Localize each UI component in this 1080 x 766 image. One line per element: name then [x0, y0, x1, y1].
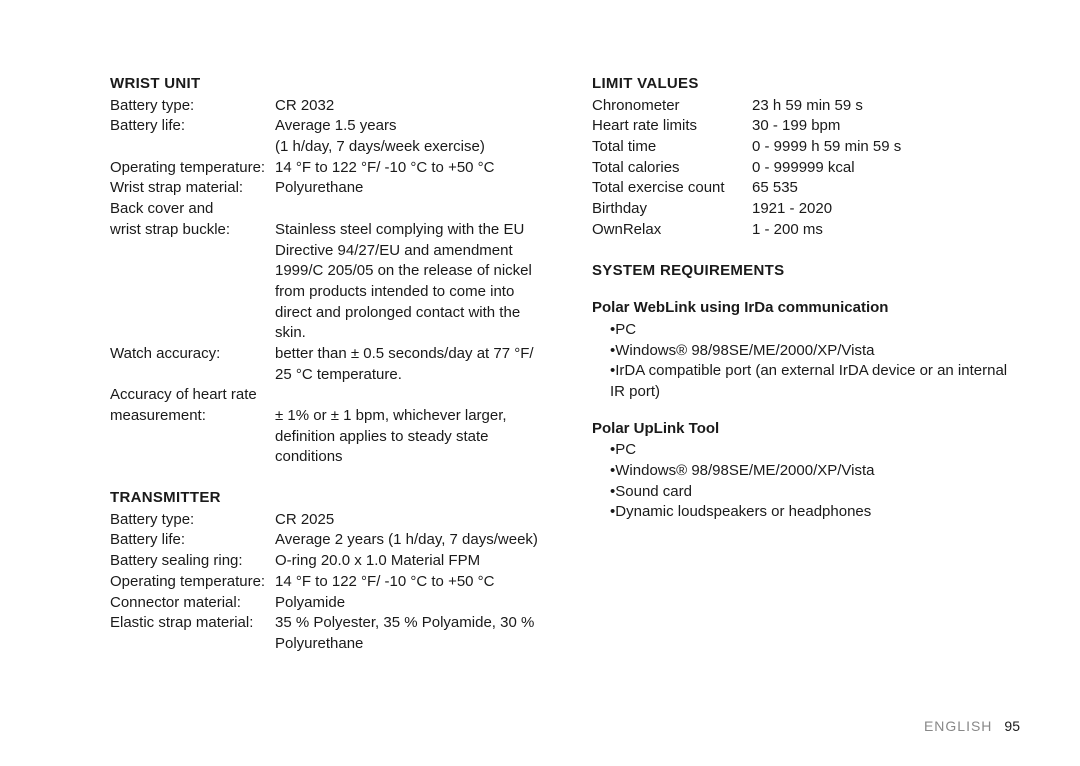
spec-value: Polyurethane	[275, 178, 538, 199]
spec-value: Average 1.5 years (1 h/day, 7 days/week …	[275, 116, 538, 157]
spec-row: Total calories0 - 999999 kcal	[592, 158, 1020, 179]
spec-value: 30 - 199 bpm	[752, 116, 1020, 137]
uplink-subtitle: Polar UpLink Tool	[592, 419, 1020, 440]
spec-label: Accuracy of heart rate measurement:	[110, 385, 275, 468]
spec-value: 14 °F to 122 °F/ -10 °C to +50 °C	[275, 572, 538, 593]
list-item: Sound card	[592, 482, 1020, 503]
spec-label: Connector material:	[110, 593, 275, 614]
spec-row: OwnRelax1 - 200 ms	[592, 220, 1020, 241]
spec-label: Battery type:	[110, 96, 275, 117]
spec-row: Chronometer23 h 59 min 59 s	[592, 96, 1020, 117]
spec-value: O-ring 20.0 x 1.0 Material FPM	[275, 551, 538, 572]
page-footer: ENGLISH 95	[924, 717, 1020, 736]
list-item: Dynamic loudspeakers or headphones	[592, 502, 1020, 523]
list-item: PC	[592, 320, 1020, 341]
limit-values-specs: Chronometer23 h 59 min 59 sHeart rate li…	[592, 96, 1020, 241]
spec-row: Heart rate limits30 - 199 bpm	[592, 116, 1020, 137]
uplink-list: PCWindows® 98/98SE/ME/2000/XP/VistaSound…	[592, 440, 1020, 523]
spec-value: CR 2032	[275, 96, 538, 117]
spec-label: Heart rate limits	[592, 116, 752, 137]
spec-row: Watch accuracy:better than ± 0.5 seconds…	[110, 344, 538, 385]
spec-label: Watch accuracy:	[110, 344, 275, 385]
spec-label: Battery sealing ring:	[110, 551, 275, 572]
spec-value: 1 - 200 ms	[752, 220, 1020, 241]
spec-value: better than ± 0.5 seconds/day at 77 °F/ …	[275, 344, 538, 385]
spec-row: Battery life:Average 1.5 years (1 h/day,…	[110, 116, 538, 157]
left-column: WRIST UNIT Battery type:CR 2032Battery l…	[110, 74, 538, 655]
spec-row: Battery type:CR 2025	[110, 510, 538, 531]
spec-label: Back cover and wrist strap buckle:	[110, 199, 275, 344]
spec-value: CR 2025	[275, 510, 538, 531]
spec-label: Wrist strap material:	[110, 178, 275, 199]
spec-label: Operating temperature:	[110, 158, 275, 179]
list-item: Windows® 98/98SE/ME/2000/XP/Vista	[592, 341, 1020, 362]
spec-row: Wrist strap material:Polyurethane	[110, 178, 538, 199]
spec-label: Total time	[592, 137, 752, 158]
right-column: LIMIT VALUES Chronometer23 h 59 min 59 s…	[592, 74, 1020, 655]
spec-label: Chronometer	[592, 96, 752, 117]
spec-label: Battery life:	[110, 116, 275, 157]
weblink-list: PCWindows® 98/98SE/ME/2000/XP/VistaIrDA …	[592, 320, 1020, 403]
list-item: IrDA compatible port (an external IrDA d…	[592, 361, 1020, 402]
spec-label: OwnRelax	[592, 220, 752, 241]
spec-row: Operating temperature:14 °F to 122 °F/ -…	[110, 572, 538, 593]
spec-row: Battery type:CR 2032	[110, 96, 538, 117]
spec-value: Polyamide	[275, 593, 538, 614]
spec-value: 65 535	[752, 178, 1020, 199]
spec-value: Average 2 years (1 h/day, 7 days/week)	[275, 530, 538, 551]
spec-row: Total time0 - 9999 h 59 min 59 s	[592, 137, 1020, 158]
spec-row: Elastic strap material:35 % Polyester, 3…	[110, 613, 538, 654]
spec-row: Connector material:Polyamide	[110, 593, 538, 614]
spec-row: Operating temperature:14 °F to 122 °F/ -…	[110, 158, 538, 179]
wrist-unit-specs: Battery type:CR 2032Battery life:Average…	[110, 96, 538, 468]
system-requirements-title: SYSTEM REQUIREMENTS	[592, 261, 1020, 282]
spec-label: Total calories	[592, 158, 752, 179]
spec-row: Birthday1921 - 2020	[592, 199, 1020, 220]
list-item: PC	[592, 440, 1020, 461]
spec-value: 0 - 9999 h 59 min 59 s	[752, 137, 1020, 158]
spec-label: Total exercise count	[592, 178, 752, 199]
spec-value: 1921 - 2020	[752, 199, 1020, 220]
spec-label: Birthday	[592, 199, 752, 220]
list-item: Windows® 98/98SE/ME/2000/XP/Vista	[592, 461, 1020, 482]
spec-label: Operating temperature:	[110, 572, 275, 593]
spec-row: Accuracy of heart rate measurement: ± 1%…	[110, 385, 538, 468]
spec-value: 0 - 999999 kcal	[752, 158, 1020, 179]
wrist-unit-title: WRIST UNIT	[110, 74, 538, 95]
transmitter-title: TRANSMITTER	[110, 488, 538, 509]
spec-row: Back cover and wrist strap buckle: Stain…	[110, 199, 538, 344]
spec-value: ± 1% or ± 1 bpm, whichever larger, defin…	[275, 385, 538, 468]
spec-row: Battery sealing ring:O-ring 20.0 x 1.0 M…	[110, 551, 538, 572]
page-columns: WRIST UNIT Battery type:CR 2032Battery l…	[110, 74, 1020, 655]
transmitter-specs: Battery type:CR 2025Battery life:Average…	[110, 510, 538, 655]
spec-label: Battery life:	[110, 530, 275, 551]
spec-value: 23 h 59 min 59 s	[752, 96, 1020, 117]
spec-label: Elastic strap material:	[110, 613, 275, 654]
footer-language: ENGLISH	[924, 718, 992, 734]
spec-value: 14 °F to 122 °F/ -10 °C to +50 °C	[275, 158, 538, 179]
weblink-subtitle: Polar WebLink using IrDa communication	[592, 298, 1020, 319]
spec-label: Battery type:	[110, 510, 275, 531]
limit-values-title: LIMIT VALUES	[592, 74, 1020, 95]
footer-page-number: 95	[1004, 718, 1020, 734]
spec-value: 35 % Polyester, 35 % Polyamide, 30 % Pol…	[275, 613, 538, 654]
spec-value: Stainless steel complying with the EU Di…	[275, 199, 538, 344]
spec-row: Battery life:Average 2 years (1 h/day, 7…	[110, 530, 538, 551]
spec-row: Total exercise count65 535	[592, 178, 1020, 199]
